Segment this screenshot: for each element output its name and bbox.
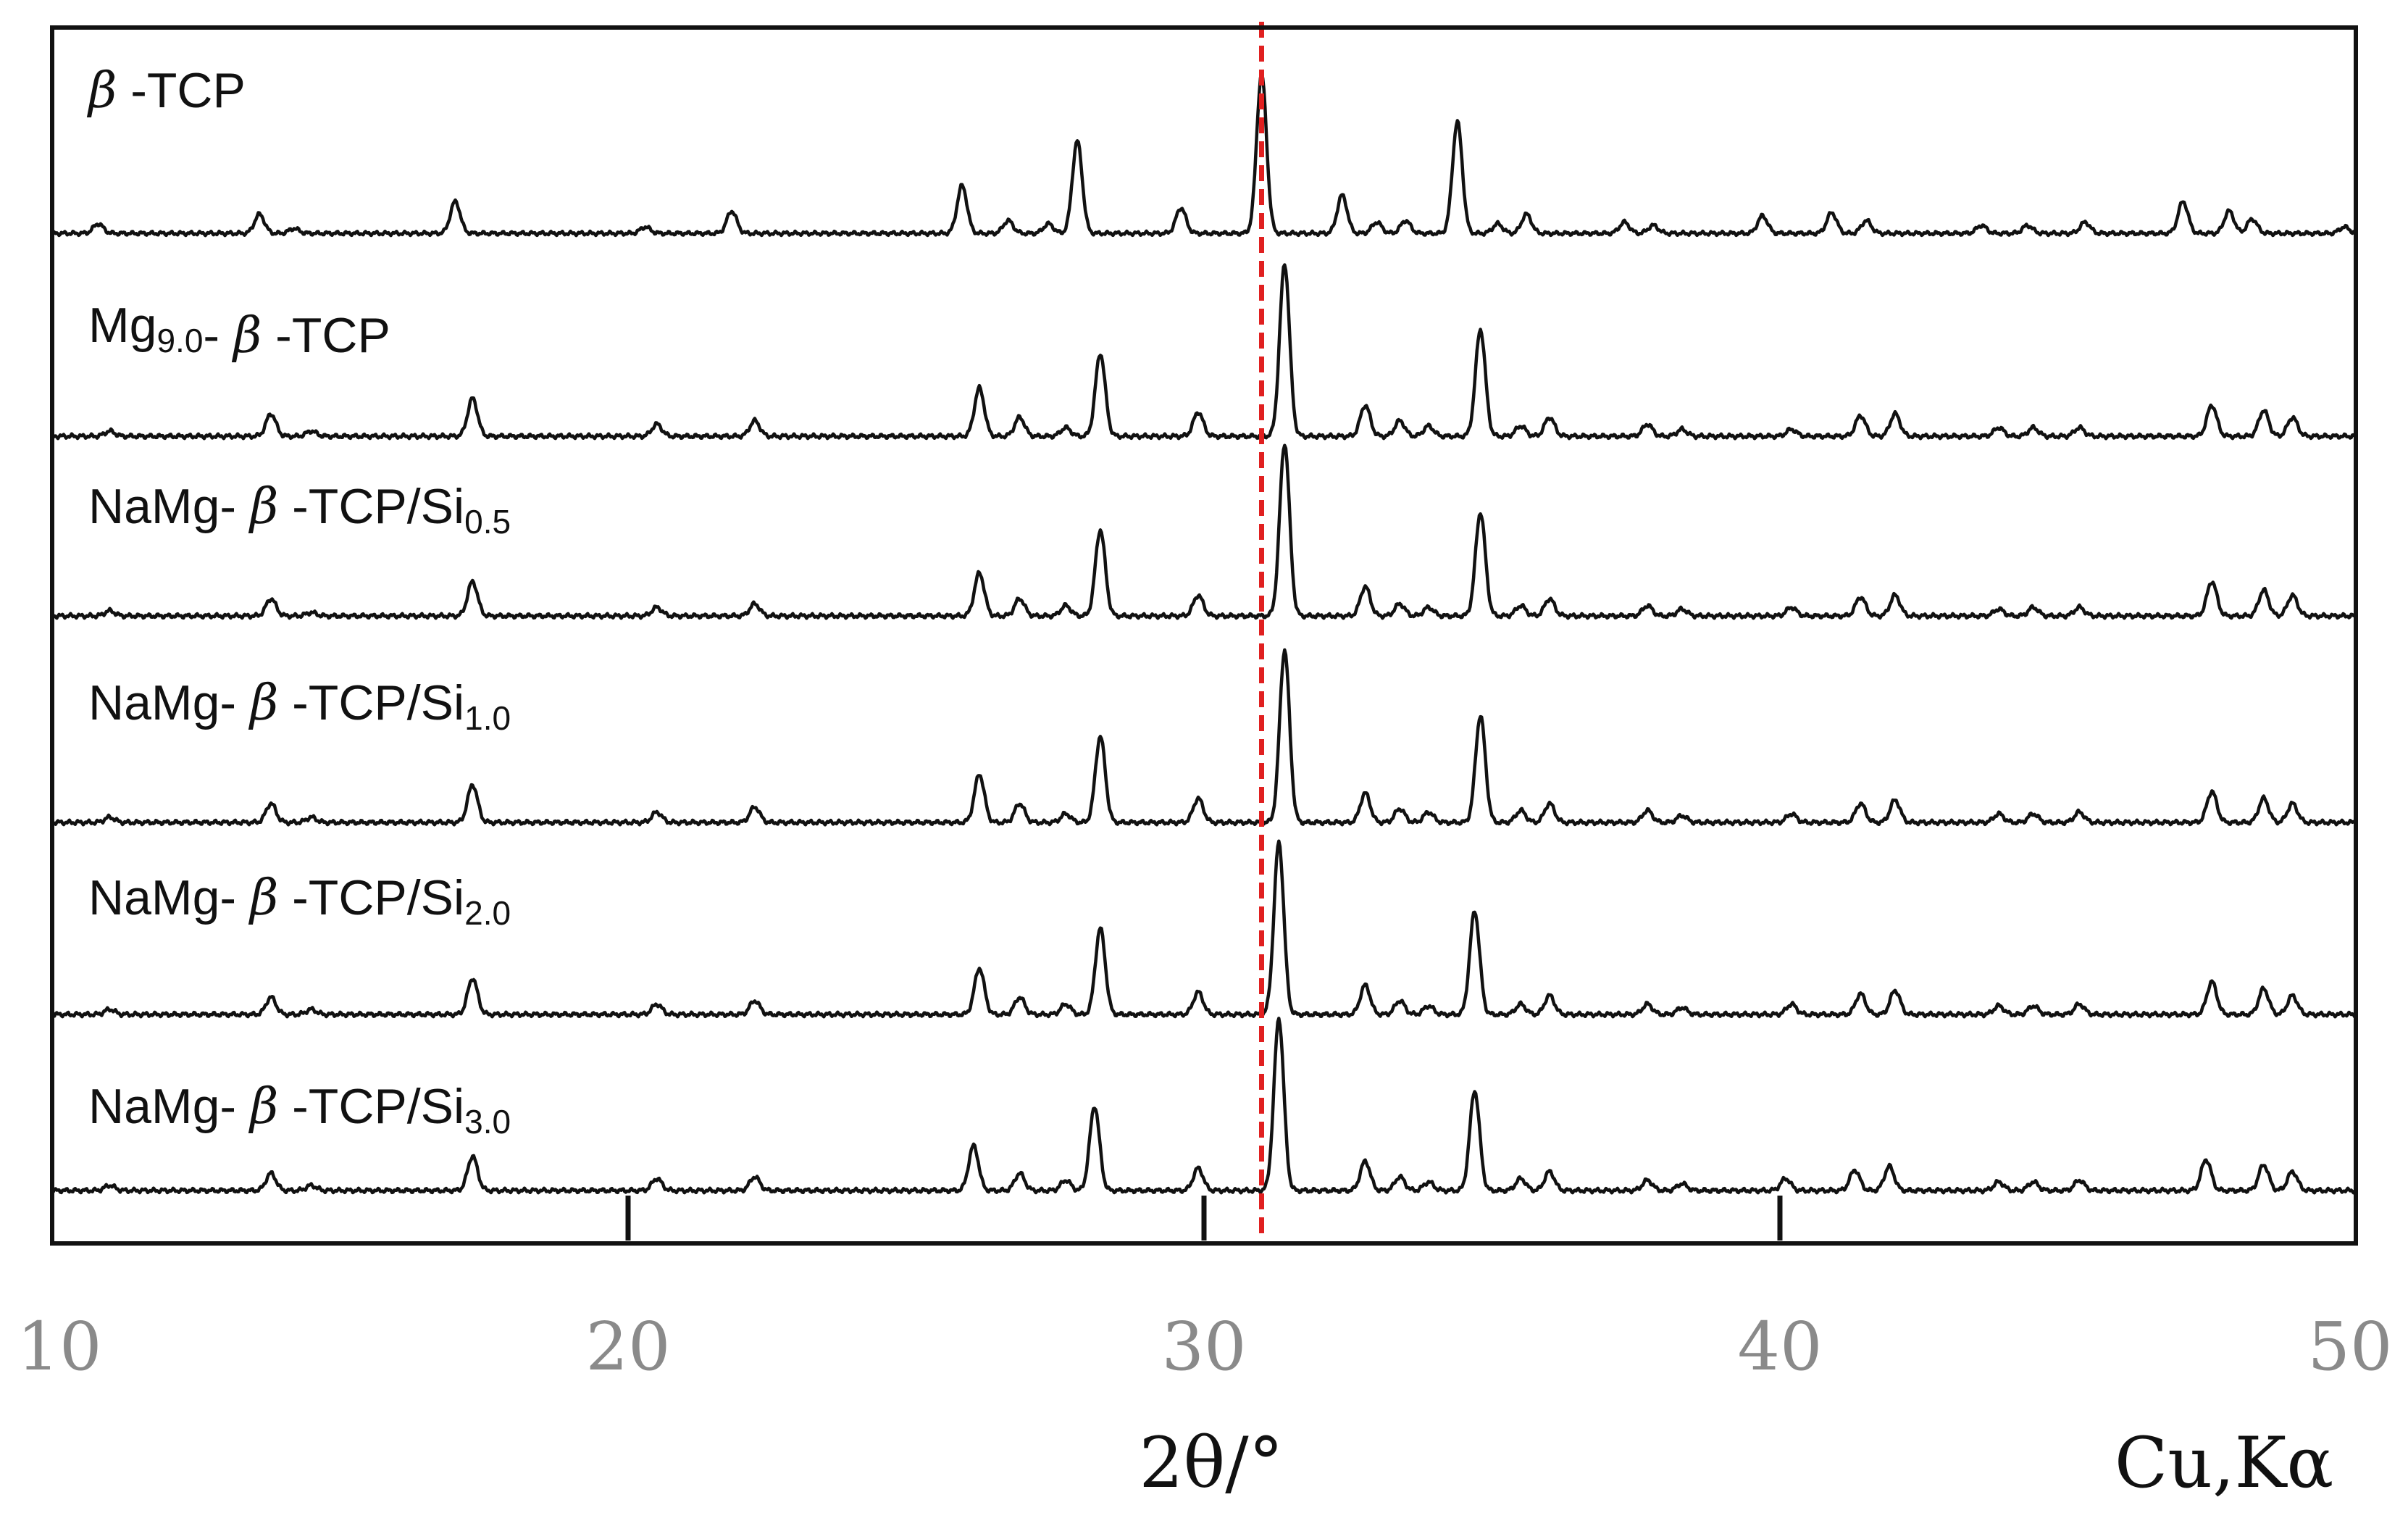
x-tick-label: 30 (1161, 1308, 1246, 1385)
series-label-4: NaMg- β -TCP/Si1.0 (88, 675, 511, 737)
series-label-5: NaMg- β -TCP/Si2.0 (88, 870, 511, 932)
series-label-1: β -TCP (86, 62, 246, 120)
pattern-line-1 (51, 71, 2357, 238)
pattern-line-6 (51, 1017, 2357, 1195)
pattern-line-2 (51, 263, 2357, 441)
x-tick-label: 20 (585, 1308, 670, 1385)
plot-frame (50, 25, 2358, 1246)
x-tick-label-group: 10 20 30 40 50 (17, 1308, 2392, 1385)
pattern-line-3 (51, 443, 2357, 620)
x-tick-label: 10 (17, 1308, 101, 1385)
x-tick-label: 50 (2307, 1308, 2392, 1385)
pattern-group (51, 71, 2357, 1195)
series-label-group: β -TCP Mg9.0- β -TCP NaMg- β -TCP/Si0.5 NaM… (86, 62, 511, 1141)
x-tick-label: 40 (1737, 1308, 1822, 1385)
radiation-label: Cu,Kα (2115, 1422, 2333, 1504)
inner-tick-group (625, 1196, 1783, 1241)
series-label-3: NaMg- β -TCP/Si0.5 (88, 478, 511, 541)
series-label-6: NaMg- β -TCP/Si3.0 (88, 1078, 511, 1141)
pattern-line-5 (51, 839, 2357, 1019)
x-axis-title: 2θ/° (1139, 1422, 1283, 1504)
pattern-line-4 (51, 648, 2357, 827)
series-label-2: Mg9.0- β -TCP (88, 298, 390, 364)
